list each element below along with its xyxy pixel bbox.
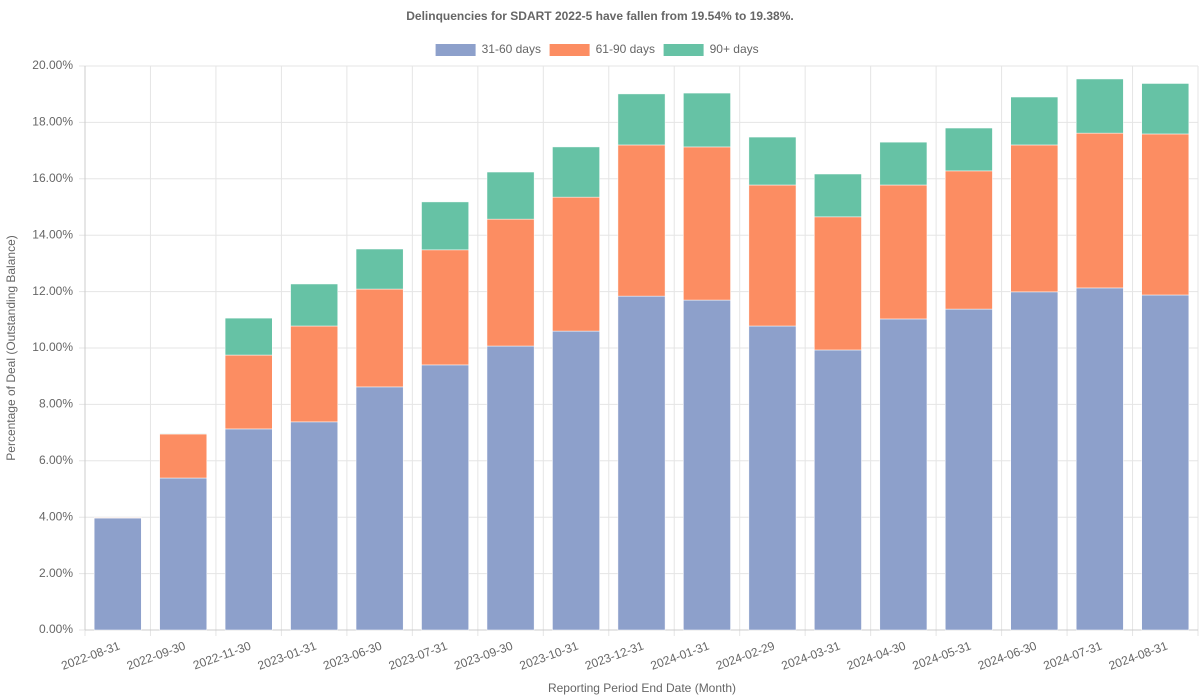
x-tick-label: 2023-07-31: [387, 639, 450, 673]
x-tick-label: 2022-09-30: [125, 639, 188, 673]
y-tick-label: 14.00%: [32, 227, 73, 241]
bar-segment: [617, 295, 666, 631]
y-tick-label: 0.00%: [39, 622, 73, 636]
bar-segment: [945, 170, 993, 310]
bar-segment: [552, 196, 600, 332]
legend-swatch: [435, 44, 476, 56]
y-tick-label: 8.00%: [39, 397, 73, 411]
bar-segment: [552, 146, 600, 198]
bar-segment: [1141, 294, 1190, 631]
bar-segment: [748, 184, 797, 327]
bar-segment: [945, 127, 993, 172]
bar-segment: [355, 248, 404, 290]
x-tick-label: 2023-10-31: [518, 639, 581, 673]
bar-segment: [814, 216, 862, 351]
bar-segment: [1075, 132, 1124, 289]
bar-segment: [748, 136, 797, 186]
bar-segment: [814, 173, 862, 218]
bar-segment: [421, 249, 469, 366]
x-tick-label: 2024-05-31: [910, 639, 973, 673]
bar-segment: [879, 318, 928, 631]
bar-segment: [1010, 291, 1059, 631]
bar-segment: [93, 517, 142, 519]
bar-segment: [290, 283, 338, 327]
x-tick-label: 2023-01-31: [256, 639, 319, 673]
bar-segment: [1141, 133, 1190, 296]
bar-segment: [486, 218, 535, 347]
bar-segment: [290, 325, 338, 423]
x-tick-label: 2022-11-30: [191, 639, 253, 673]
y-tick-label: 10.00%: [32, 340, 73, 354]
legend-swatch: [663, 44, 704, 56]
bar-segment: [1075, 78, 1124, 134]
bar-segment: [1141, 83, 1190, 135]
bar-segment: [486, 345, 535, 631]
bar-segment: [879, 184, 928, 320]
y-tick-label: 6.00%: [39, 453, 73, 467]
bar-segment: [1010, 96, 1059, 146]
bar-segment: [159, 433, 208, 435]
legend-label: 90+ days: [710, 42, 759, 56]
bar-segment: [421, 364, 469, 631]
bar-segment: [879, 141, 928, 186]
x-tick-label: 2023-06-30: [321, 639, 384, 673]
bar-segment: [683, 299, 731, 631]
y-tick-label: 4.00%: [39, 509, 73, 523]
bar-segment: [617, 93, 666, 146]
x-tick-label: 2023-09-30: [452, 639, 515, 673]
x-tick-label: 2023-12-31: [583, 639, 646, 673]
legend-label: 61-90 days: [596, 42, 655, 56]
x-tick-label: 2024-01-31: [649, 639, 712, 673]
bar-segment: [617, 144, 666, 297]
x-tick-label: 2024-07-31: [1041, 639, 1104, 673]
y-tick-label: 20.00%: [32, 58, 73, 72]
y-tick-label: 12.00%: [32, 284, 73, 298]
x-tick-label: 2022-08-31: [59, 639, 122, 673]
y-tick-label: 2.00%: [39, 566, 73, 580]
x-tick-label: 2024-04-30: [845, 639, 908, 673]
x-tick-label: 2024-02-29: [714, 639, 777, 673]
legend-swatch: [549, 44, 590, 56]
chart-title: Delinquencies for SDART 2022-5 have fall…: [406, 9, 793, 23]
bar-segment: [683, 92, 731, 148]
bar-segment: [224, 317, 273, 356]
bar-segment: [355, 288, 404, 388]
bar-segment: [290, 421, 338, 631]
legend-label: 31-60 days: [482, 42, 541, 56]
x-axis-title: Reporting Period End Date (Month): [548, 681, 736, 695]
bar-segment: [486, 171, 535, 220]
bar-segment: [1010, 144, 1059, 293]
x-tick-label: 2024-06-30: [976, 639, 1039, 673]
x-tick-label: 2024-08-31: [1107, 639, 1170, 673]
bar-segment: [224, 354, 273, 430]
bar-segment: [945, 308, 993, 631]
bar-segment: [159, 477, 208, 631]
bar-segment: [552, 330, 600, 631]
y-axis-title: Percentage of Deal (Outstanding Balance): [4, 235, 18, 460]
bar-segment: [1075, 287, 1124, 631]
bar-segment: [93, 517, 142, 631]
bar-segment: [355, 386, 404, 631]
bar-segment: [224, 428, 273, 631]
bar-segment: [748, 325, 797, 631]
bar-segment: [421, 201, 469, 251]
bar-segment: [814, 349, 862, 631]
bar-segment: [159, 433, 208, 479]
y-tick-label: 18.00%: [32, 115, 73, 129]
x-tick-label: 2024-03-31: [780, 639, 843, 673]
y-tick-label: 16.00%: [32, 171, 73, 185]
bar-segment: [683, 146, 731, 301]
